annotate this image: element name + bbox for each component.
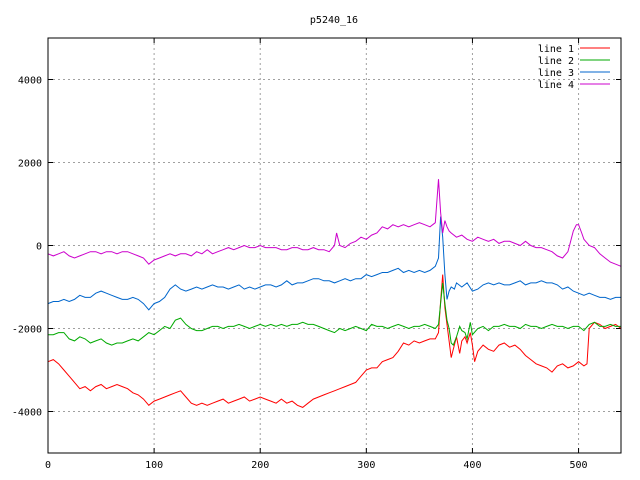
y-tick-label: 4000 [18,76,42,87]
legend-label-3: line 3 [538,68,574,79]
series-line-2 [48,282,621,346]
axes: -4000 -2000 0 2000 4000 0 100 200 300 400 500 [12,38,621,471]
x-tick-label: 500 [570,460,588,471]
grid-lines [47,38,621,453]
x-tick-label: 100 [145,460,163,471]
x-tick-label: 0 [45,460,51,471]
y-tick-label: -2000 [12,325,42,336]
plot-frame [47,37,622,454]
legend-label-2: line 2 [538,56,574,67]
legend-label-1: line 1 [538,44,574,55]
legend-label-4: line 4 [538,80,574,91]
x-tick-label: 200 [251,460,269,471]
y-tick-label: 2000 [18,159,42,170]
series-line-4 [47,179,622,267]
series-line-3 [47,216,621,311]
x-tick-label: 300 [357,460,375,471]
series-group [47,179,622,408]
series-line-1 [47,274,622,408]
x-tick-label: 400 [463,460,481,471]
y-tick-label: -4000 [12,408,42,419]
y-tick-label: 0 [36,242,42,253]
chart-title: p5240_16 [310,15,358,26]
